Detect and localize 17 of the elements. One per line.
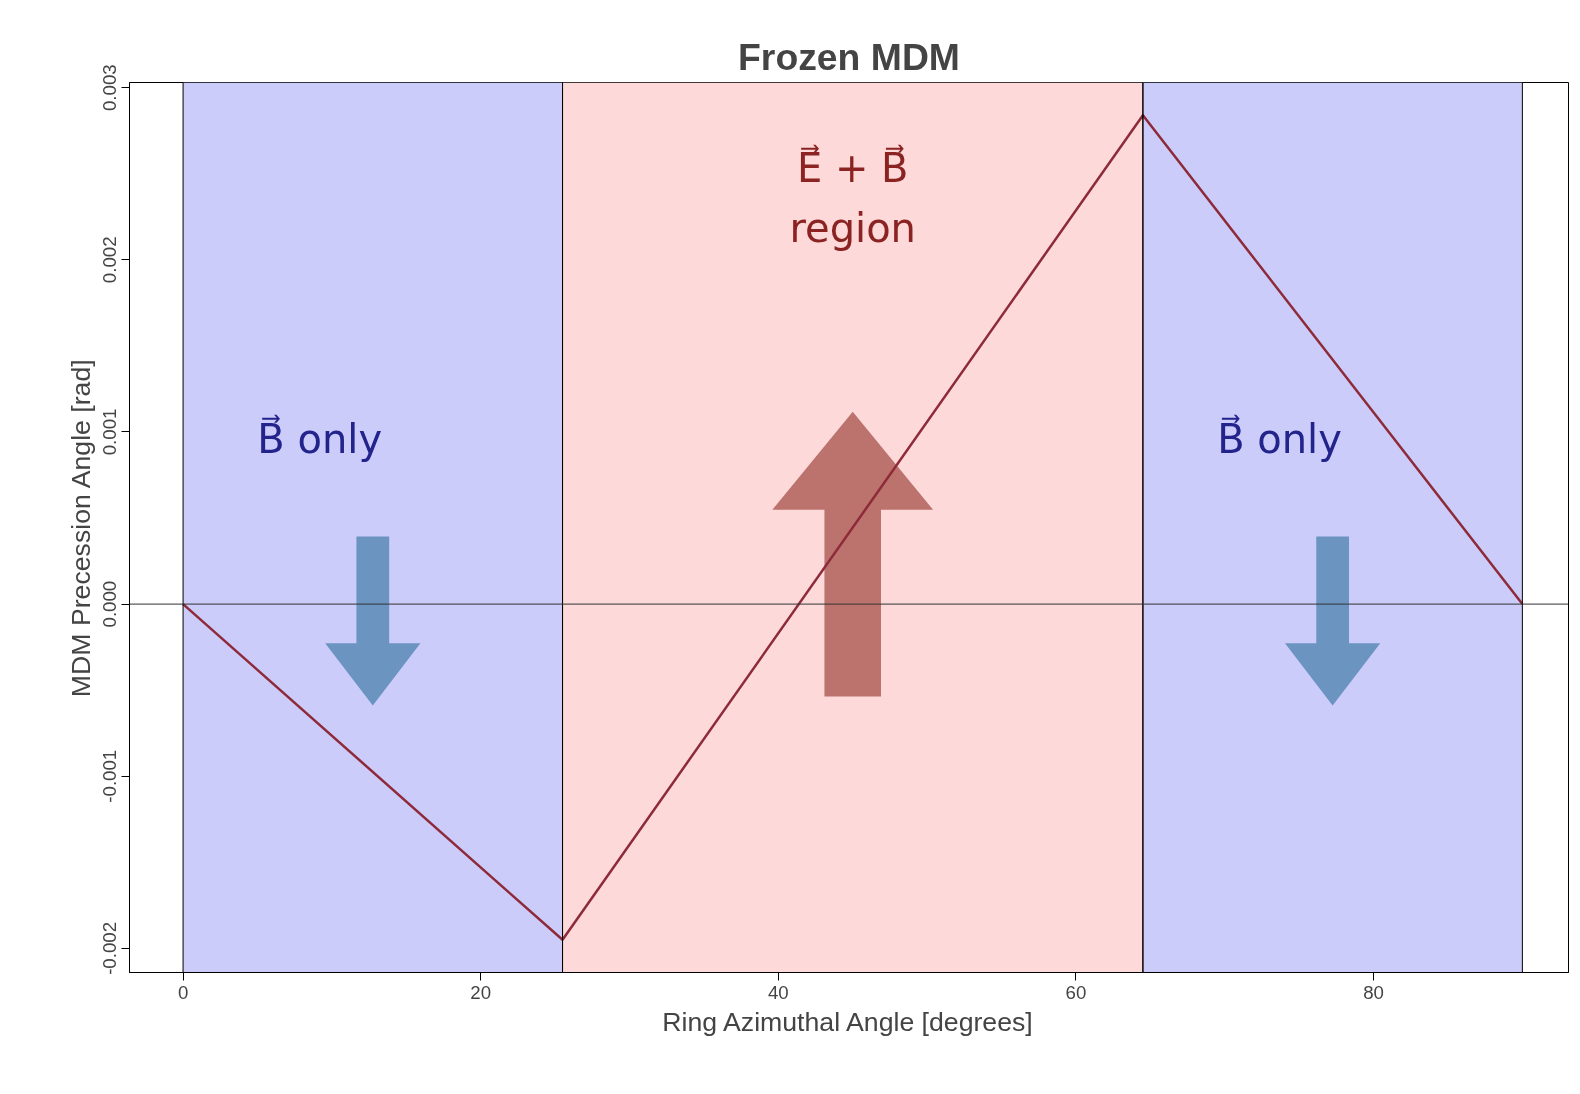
x-tick-label: 20 (470, 981, 492, 1003)
band-label: B⃗ only (1217, 414, 1342, 462)
y-tick-label: -0.002 (99, 921, 121, 975)
x-tick-label: 80 (1363, 981, 1384, 1003)
band-label: B⃗ only (257, 414, 383, 462)
x-tick-label: 40 (767, 981, 789, 1003)
y-tick-label: -0.001 (99, 749, 121, 803)
x-tick-label: 60 (1065, 981, 1087, 1003)
y-axis-title: MDM Precession Angle [rad] (65, 359, 96, 698)
band-label: E⃗ + B⃗ region (789, 143, 916, 251)
chart-title: Frozen MDM (738, 35, 960, 78)
x-axis-title: Ring Azimuthal Angle [degrees] (662, 1006, 1033, 1037)
x-tick-label: 0 (177, 981, 189, 1003)
y-tick-label: 0.002 (99, 236, 121, 284)
y-tick-label: 0.003 (99, 64, 121, 112)
y-tick-label: 0.001 (99, 408, 121, 456)
y-tick-label: 0.000 (99, 580, 121, 628)
